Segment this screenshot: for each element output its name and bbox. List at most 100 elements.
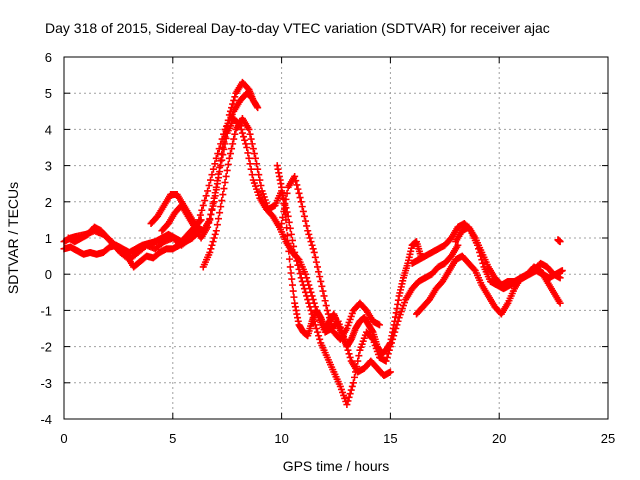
data-point — [228, 145, 236, 153]
y-tick-label: -1 — [40, 303, 52, 318]
data-point — [216, 209, 224, 217]
data-point — [283, 224, 291, 232]
data-point — [382, 357, 390, 365]
data-point — [295, 189, 303, 197]
data-point — [231, 130, 239, 138]
data-point — [247, 165, 255, 173]
data-point — [305, 299, 313, 307]
data-point — [299, 281, 307, 289]
data-point — [288, 236, 296, 244]
data-point — [288, 281, 296, 289]
data-point — [287, 230, 295, 238]
data-point — [278, 220, 286, 228]
data-point — [213, 180, 221, 188]
data-point — [249, 145, 257, 153]
data-point — [305, 230, 313, 238]
data-point — [219, 191, 227, 199]
data-point — [197, 216, 205, 224]
data-point — [244, 149, 252, 157]
data-point — [293, 257, 301, 265]
data-point — [217, 162, 225, 170]
data-point — [214, 174, 222, 182]
data-point — [288, 275, 296, 283]
data-point — [246, 130, 254, 138]
data-point — [246, 160, 254, 168]
data-point — [214, 215, 222, 223]
series-arc-2 — [60, 216, 205, 258]
data-point — [291, 172, 299, 180]
data-point — [306, 303, 314, 311]
data-point — [297, 198, 305, 206]
data-point — [304, 296, 312, 304]
data-point — [226, 150, 234, 158]
data-point — [248, 171, 256, 179]
data-point — [285, 247, 293, 255]
data-point — [241, 136, 249, 144]
data-point — [479, 259, 487, 267]
data-point — [297, 274, 305, 282]
data-point — [314, 263, 322, 271]
data-point — [247, 135, 255, 143]
data-point — [556, 299, 564, 307]
data-point — [217, 203, 225, 211]
data-point — [282, 195, 290, 203]
data-point — [383, 353, 391, 361]
y-axis-label: SDTVAR / TECUs — [5, 182, 21, 294]
data-point — [219, 151, 227, 159]
data-point — [289, 287, 297, 295]
data-point — [283, 232, 291, 240]
data-point — [347, 386, 355, 394]
data-point — [212, 186, 220, 194]
data-point — [238, 129, 246, 137]
y-tick-label: 3 — [45, 159, 52, 174]
data-point — [328, 321, 336, 329]
data-point — [295, 265, 303, 273]
data-point — [302, 288, 310, 296]
x-tick-label: 5 — [169, 431, 176, 446]
data-point — [212, 227, 220, 235]
data-point — [256, 176, 264, 184]
data-point — [218, 156, 226, 164]
data-point — [196, 217, 204, 225]
data-point — [225, 154, 233, 162]
data-point — [253, 160, 261, 168]
data-point — [322, 302, 330, 310]
data-marks — [60, 78, 566, 409]
data-point — [206, 248, 214, 256]
y-tick-label: 2 — [45, 195, 52, 210]
data-point — [211, 192, 219, 200]
x-tick-label: 25 — [601, 431, 615, 446]
data-point — [222, 172, 230, 180]
data-point — [321, 297, 329, 305]
x-tick-label: 15 — [383, 431, 397, 446]
y-tick-label: 6 — [45, 50, 52, 65]
data-point — [325, 314, 333, 322]
data-point — [230, 96, 238, 104]
data-point — [315, 268, 323, 276]
data-point — [229, 100, 237, 108]
data-point — [470, 265, 478, 273]
data-point — [283, 189, 291, 197]
data-point — [303, 222, 311, 230]
data-point — [204, 223, 212, 231]
data-point — [312, 325, 320, 332]
y-tick-label: 0 — [45, 267, 52, 282]
data-point — [207, 210, 215, 218]
data-point — [311, 321, 319, 329]
data-point — [386, 368, 394, 376]
data-point — [290, 242, 298, 250]
data-point — [204, 187, 212, 195]
series-arc-8 — [278, 172, 384, 343]
data-point — [211, 230, 219, 238]
data-point — [250, 150, 258, 158]
data-point — [346, 390, 354, 398]
data-point — [245, 154, 253, 162]
data-point — [284, 239, 292, 247]
data-point — [376, 321, 384, 329]
data-point — [309, 245, 317, 253]
data-point — [207, 245, 215, 253]
data-point — [254, 104, 262, 112]
data-point — [346, 353, 354, 361]
data-point — [355, 352, 363, 360]
